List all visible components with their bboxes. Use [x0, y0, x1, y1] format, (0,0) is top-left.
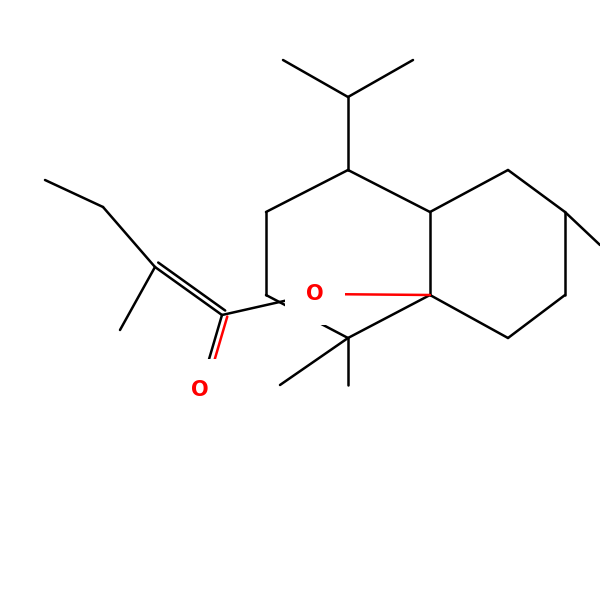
Text: O: O	[306, 284, 324, 304]
Text: O: O	[191, 380, 209, 400]
